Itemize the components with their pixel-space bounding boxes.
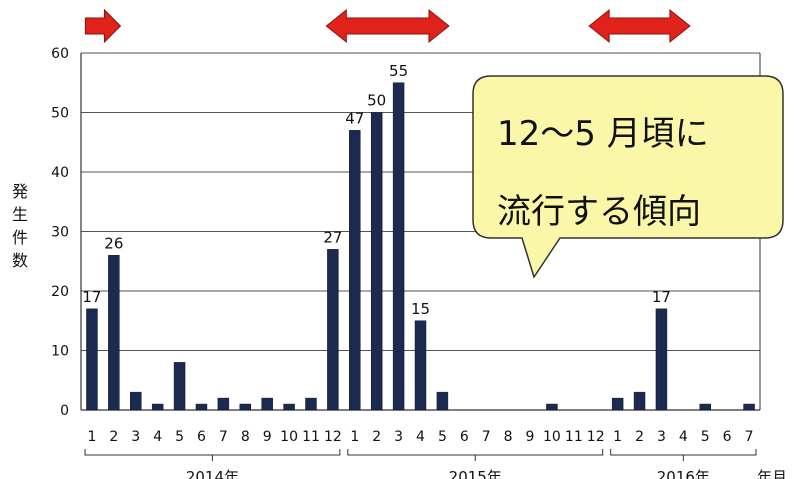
callout-balloon [472,75,784,279]
x-tick-label: 10 [280,429,298,445]
bar [195,403,208,411]
callout-line-1: 12～5 月頃に [497,114,709,154]
data-label: 55 [389,62,408,80]
x-tick-label: 4 [679,429,688,445]
y-tick-label: 40 [51,165,69,181]
bar [173,362,186,411]
x-tick-label: 12 [587,429,605,445]
x-tick-label: 6 [723,429,732,445]
data-label: 27 [323,228,342,246]
x-tick-label: 9 [263,429,272,445]
x-tick-label: 3 [657,429,666,445]
season-arrow [325,8,450,44]
year-label: 2015年 [449,468,502,479]
callout-line-2: 流行する傾向 [497,192,701,232]
x-tick-label: 4 [416,429,425,445]
bar [633,391,646,411]
data-label: 47 [345,109,364,127]
x-tick-label: 2 [635,429,644,445]
x-tick-label: 8 [504,429,513,445]
year-bracket [610,449,757,456]
y-tick-label: 10 [51,344,69,360]
y-tick-label: 20 [51,284,69,300]
x-tick-label: 9 [526,429,535,445]
x-tick-label: 4 [153,429,162,445]
x-tick-label: 3 [394,429,403,445]
y-tick-label: 50 [51,106,69,122]
bar [436,391,449,411]
bar [743,403,755,411]
bar [108,255,120,411]
season-arrow [84,8,122,44]
bar [699,403,711,411]
bar [546,403,558,411]
bar [86,308,98,411]
year-label: 2016年 [657,468,710,479]
x-tick-label: 1 [87,429,96,445]
x-tick-label: 5 [438,429,447,445]
y-tick-label: 0 [60,403,69,419]
y-axis-label-char: 生 [12,205,28,224]
bar [261,397,273,411]
x-tick-label: 5 [701,429,710,445]
x-tick-label: 6 [460,429,469,445]
y-tick-label: 30 [51,225,69,241]
data-label: 26 [104,234,123,252]
bar [151,403,164,411]
x-tick-label: 7 [219,429,228,445]
x-tick-label: 6 [197,429,206,445]
data-label: 17 [82,288,101,306]
data-label: 15 [411,300,430,318]
y-axis-label-char: 件 [12,228,28,247]
x-tick-label: 2 [109,429,118,445]
x-tick-label: 2 [372,429,381,445]
bar [327,249,339,411]
bar [370,112,383,411]
bar [611,397,624,411]
y-tick-label: 60 [51,46,69,62]
bar [239,403,251,411]
year-label: 2014年 [186,468,239,479]
x-tick-label: 10 [543,429,561,445]
data-label: 17 [652,288,671,306]
bar [392,82,405,411]
bar [655,308,668,411]
x-unit-label: 年月 [757,468,787,479]
x-tick-label: 3 [131,429,140,445]
bar [414,320,427,411]
x-tick-label: 1 [350,429,359,445]
x-tick-label: 12 [324,429,342,445]
x-tick-label: 1 [613,429,622,445]
x-tick-label: 11 [302,429,320,445]
y-axis-label-char: 数 [12,251,28,270]
data-label: 50 [367,92,386,110]
bar [305,397,317,411]
season-arrow [588,8,691,44]
x-tick-label: 7 [482,429,491,445]
x-tick-label: 11 [565,429,583,445]
year-bracket [347,449,604,456]
bar [217,397,230,411]
x-tick-label: 7 [745,429,754,445]
bar [283,403,295,411]
y-axis-label-char: 発 [12,182,28,201]
year-bracket [84,449,341,456]
bar [130,391,142,411]
x-tick-label: 5 [175,429,184,445]
x-tick-label: 8 [241,429,250,445]
bar [349,130,361,411]
